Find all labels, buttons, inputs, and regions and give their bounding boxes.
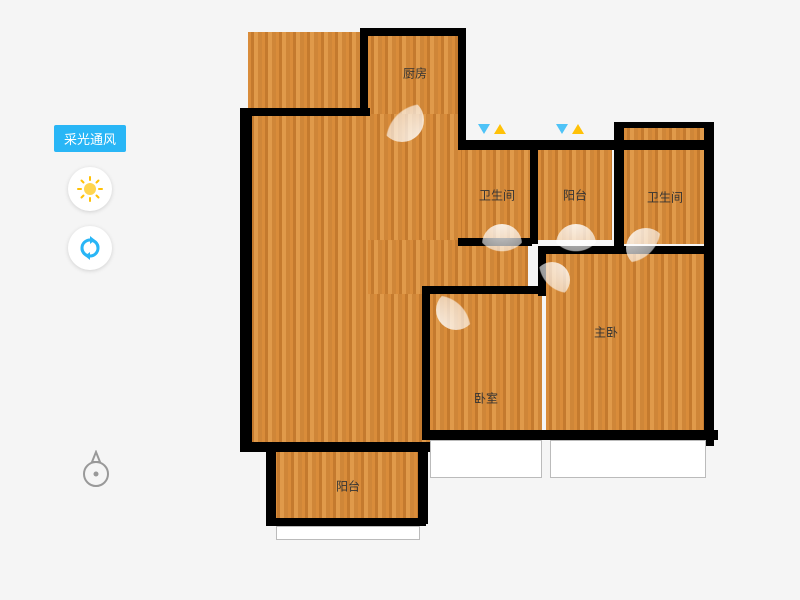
window-band (430, 440, 542, 478)
door-arc (436, 290, 476, 330)
door-arc (482, 224, 522, 264)
sun-icon (77, 176, 103, 202)
room-label-balcony1: 阳台 (563, 187, 587, 204)
wall-segment (422, 430, 718, 440)
room-strip1 (248, 32, 368, 114)
wall-segment (704, 122, 714, 446)
room-label-bath2: 卫生间 (647, 189, 683, 206)
door-arc (626, 228, 666, 268)
room-label-bedroom2: 卧室 (474, 390, 498, 407)
refresh-button[interactable] (68, 226, 112, 270)
door-arc (380, 98, 424, 142)
room-label-kitchen: 厨房 (403, 65, 427, 82)
wall-segment (266, 518, 426, 526)
window-band (550, 440, 706, 478)
room-label-master: 主卧 (594, 324, 618, 341)
wall-segment (614, 122, 710, 128)
room-label-balcony2: 阳台 (336, 478, 360, 495)
room-label-bath1: 卫生间 (479, 187, 515, 204)
refresh-icon (78, 236, 102, 260)
wall-segment (418, 442, 428, 524)
sun-button[interactable] (68, 167, 112, 211)
wall-segment (240, 108, 252, 450)
wall-segment (360, 28, 368, 114)
compass-icon (80, 450, 112, 490)
window-band (276, 526, 420, 540)
door-arc (534, 262, 570, 298)
door-arc (556, 224, 596, 264)
vent-arrow-icon (494, 124, 508, 142)
floorplan-canvas: 厨房客餐厅卫生间阳台卫生间卧室主卧阳台 (230, 28, 750, 568)
wall-segment (458, 28, 466, 148)
wall-segment (614, 122, 624, 246)
sidebar-controls: 采光通风 (50, 125, 130, 270)
room-master (546, 252, 706, 436)
lighting-vent-badge: 采光通风 (54, 125, 126, 152)
vent-arrow-icon (556, 124, 570, 142)
wall-segment (422, 286, 546, 294)
vent-arrow-icon (572, 124, 586, 142)
wall-segment (422, 286, 430, 438)
wall-segment (530, 140, 538, 244)
vent-arrow-icon (478, 124, 492, 142)
wall-segment (360, 28, 466, 36)
wall-segment (240, 108, 370, 116)
wall-segment (266, 442, 276, 524)
